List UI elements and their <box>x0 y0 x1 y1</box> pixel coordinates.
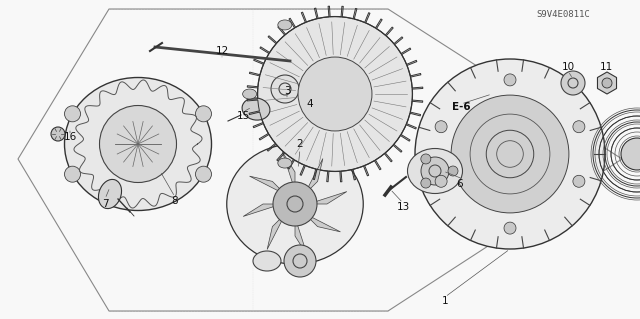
Ellipse shape <box>243 89 257 99</box>
Circle shape <box>621 138 640 170</box>
Text: 2: 2 <box>297 139 303 149</box>
Polygon shape <box>250 176 284 192</box>
Polygon shape <box>243 204 279 217</box>
Circle shape <box>257 17 412 171</box>
Circle shape <box>421 157 449 185</box>
Circle shape <box>65 106 81 122</box>
Ellipse shape <box>227 144 364 264</box>
Text: 12: 12 <box>216 46 228 56</box>
Circle shape <box>504 222 516 234</box>
Text: 11: 11 <box>600 62 612 72</box>
Text: 15: 15 <box>236 111 250 121</box>
Text: 8: 8 <box>172 196 179 206</box>
Circle shape <box>504 74 516 86</box>
Polygon shape <box>311 191 347 204</box>
Circle shape <box>195 166 211 182</box>
Circle shape <box>573 175 585 187</box>
Ellipse shape <box>99 179 122 209</box>
Circle shape <box>573 121 585 133</box>
Polygon shape <box>267 216 284 249</box>
Text: 3: 3 <box>284 86 291 96</box>
Text: 16: 16 <box>63 132 77 142</box>
Circle shape <box>421 154 431 164</box>
Text: 1: 1 <box>442 296 448 306</box>
Circle shape <box>271 75 299 103</box>
Circle shape <box>435 175 447 187</box>
Circle shape <box>435 121 447 133</box>
Ellipse shape <box>408 149 463 194</box>
Text: S9V4E0811C: S9V4E0811C <box>536 10 590 19</box>
Text: 13: 13 <box>396 202 410 212</box>
Circle shape <box>451 95 569 213</box>
Ellipse shape <box>278 158 292 168</box>
Circle shape <box>298 57 372 131</box>
Circle shape <box>99 106 177 182</box>
Circle shape <box>448 166 458 176</box>
Text: 4: 4 <box>307 99 314 109</box>
Text: 7: 7 <box>102 199 108 209</box>
Polygon shape <box>307 216 340 232</box>
Polygon shape <box>295 220 307 256</box>
Ellipse shape <box>253 251 281 271</box>
Circle shape <box>51 127 65 141</box>
Polygon shape <box>282 152 295 188</box>
Ellipse shape <box>278 20 292 30</box>
Circle shape <box>284 245 316 277</box>
Text: E-6: E-6 <box>452 102 470 112</box>
Circle shape <box>273 182 317 226</box>
Circle shape <box>421 178 431 188</box>
Circle shape <box>415 59 605 249</box>
Circle shape <box>561 71 585 95</box>
Ellipse shape <box>242 98 270 120</box>
Circle shape <box>602 78 612 88</box>
Ellipse shape <box>65 78 211 211</box>
Text: 6: 6 <box>457 179 463 189</box>
Polygon shape <box>307 159 323 192</box>
Circle shape <box>65 166 81 182</box>
Text: 10: 10 <box>561 62 575 72</box>
Circle shape <box>195 106 211 122</box>
